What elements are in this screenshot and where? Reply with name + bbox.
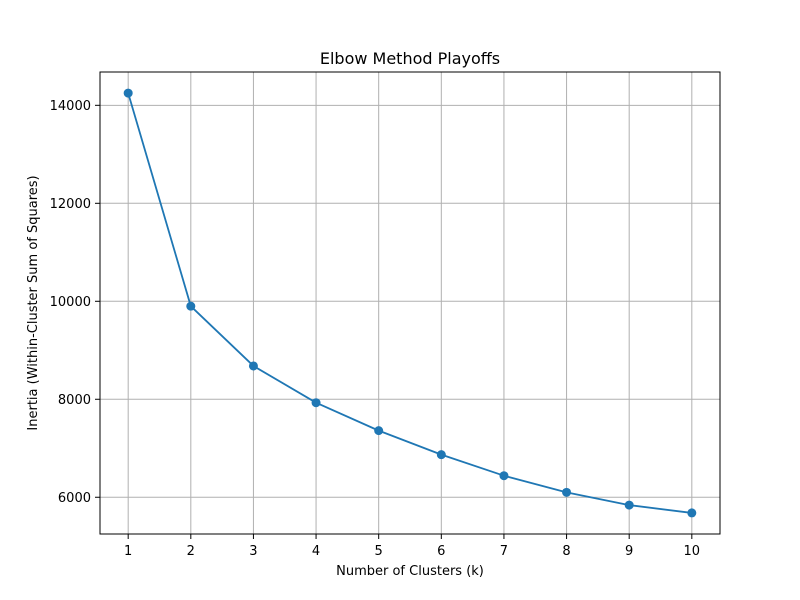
x-tick-label: 4 — [312, 544, 320, 559]
y-tick-label: 8000 — [58, 393, 91, 408]
data-point — [123, 88, 133, 98]
data-point — [311, 398, 321, 408]
x-tick-label: 1 — [124, 544, 132, 559]
y-tick-label: 10000 — [50, 295, 91, 310]
tick-layer: 1 2 3 4 5 6 7 8 9 10 6000 8000 10000 12000 14000 — [50, 99, 700, 559]
x-tick-label: 10 — [684, 544, 701, 559]
y-tick-label: 14000 — [50, 99, 91, 114]
series-line — [127, 92, 692, 514]
y-tick-label: 6000 — [58, 491, 91, 506]
chart-title: Elbow Method Playoffs — [320, 49, 500, 68]
x-tick-label: 8 — [562, 544, 570, 559]
data-point — [374, 426, 384, 436]
data-point — [562, 487, 572, 497]
x-tick-label: 3 — [249, 544, 257, 559]
x-tick-label: 5 — [375, 544, 383, 559]
x-tick-label: 2 — [187, 544, 195, 559]
x-axis-label: Number of Clusters (k) — [336, 564, 484, 579]
x-tick-label: 6 — [437, 544, 445, 559]
y-tick-label: 12000 — [50, 197, 91, 212]
series-layer — [123, 88, 697, 518]
data-point — [687, 508, 697, 518]
data-point — [499, 471, 509, 481]
x-tick-label: 9 — [625, 544, 633, 559]
data-point — [186, 301, 196, 311]
plot-frame — [99, 71, 721, 535]
data-point — [248, 361, 258, 371]
data-point — [624, 500, 634, 510]
grid-layer — [100, 72, 720, 534]
data-point — [436, 450, 446, 460]
y-axis-label: Inertia (Within-Cluster Sum of Squares) — [26, 175, 41, 430]
x-tick-label: 7 — [500, 544, 508, 559]
